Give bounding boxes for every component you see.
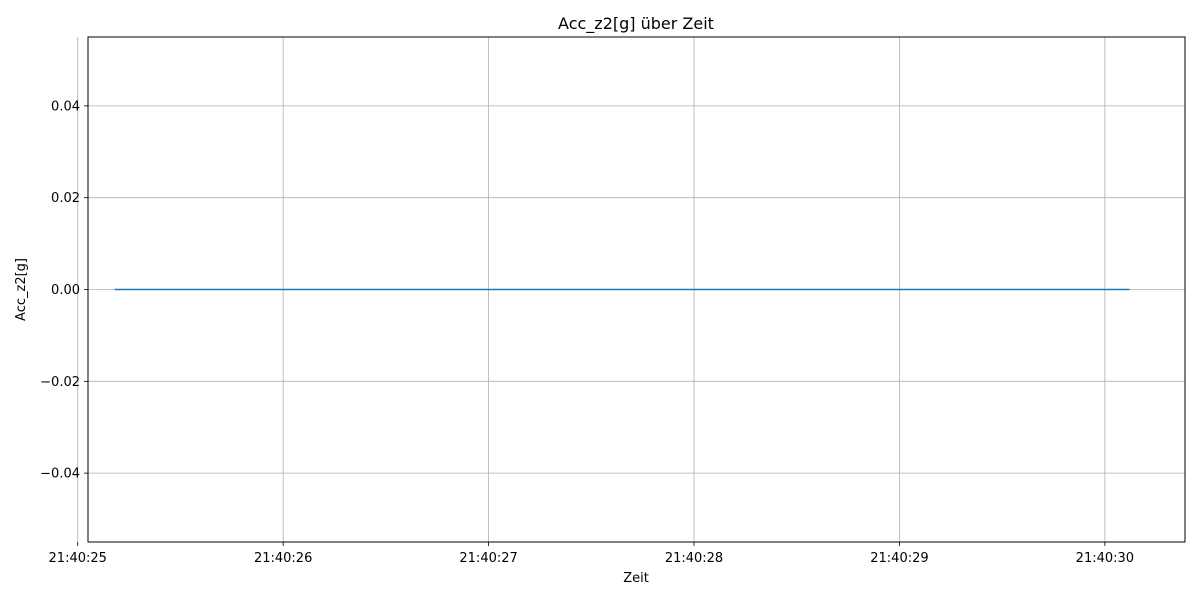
- x-tick-label: 21:40:27: [459, 551, 517, 566]
- y-tick-label: 0.00: [51, 283, 80, 298]
- x-tick-label: 21:40:26: [254, 551, 312, 566]
- chart-title: Acc_z2[g] über Zeit: [558, 14, 714, 34]
- y-tick-label: −0.04: [40, 467, 80, 482]
- y-tick-label: 0.04: [51, 99, 80, 114]
- x-axis-label: Zeit: [623, 571, 649, 586]
- x-tick-label: 21:40:29: [870, 551, 928, 566]
- y-axis: −0.04 −0.02 0.00 0.02 0.04: [40, 99, 88, 482]
- y-axis-label: Acc_z2[g]: [14, 258, 29, 321]
- x-axis: 21:40:25 21:40:26 21:40:27 21:40:28 21:40:29…: [49, 542, 1134, 566]
- x-tick-label: 21:40:28: [665, 551, 723, 566]
- y-tick-label: −0.02: [40, 375, 80, 390]
- y-tick-label: 0.02: [51, 191, 80, 206]
- x-tick-label: 21:40:25: [49, 551, 107, 566]
- x-tick-label: 21:40:30: [1076, 551, 1134, 566]
